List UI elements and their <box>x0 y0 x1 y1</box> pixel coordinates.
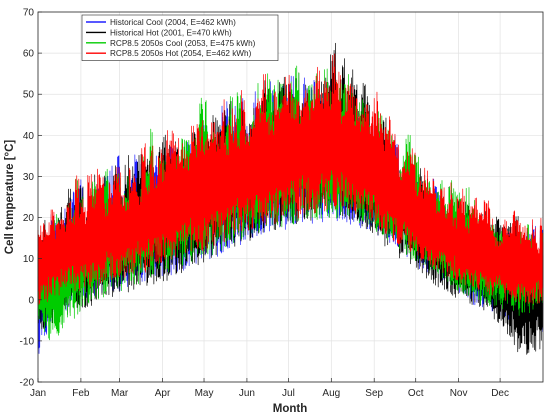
legend-entry: RCP8.5 2050s Hot (2054, E=462 kWh) <box>110 49 252 58</box>
legend-entry: Historical Cool (2004, E=462 kWh) <box>110 18 236 27</box>
y-tick-label: 60 <box>23 49 35 60</box>
y-tick-label: 30 <box>23 172 35 183</box>
x-tick-label: Aug <box>322 388 340 399</box>
x-tick-label: Dec <box>491 388 509 399</box>
legend-box <box>81 14 279 61</box>
x-tick-label: Jun <box>239 388 255 399</box>
x-tick-label: Mar <box>111 388 129 399</box>
y-tick-label: 0 <box>28 295 34 306</box>
series-line-4 <box>37 53 544 305</box>
x-tick-label: Sep <box>365 388 383 399</box>
plot-border <box>37 11 544 383</box>
y-tick-label: -20 <box>20 378 35 389</box>
legend-entry: RCP8.5 2050s Cool (2053, E=475 kWh) <box>110 39 256 48</box>
y-axis: -20 -10 0 10 20 30 40 50 60 70 <box>20 8 42 389</box>
y-tick-label: 70 <box>23 8 35 19</box>
y-tick-label: 10 <box>23 254 35 265</box>
x-tick-label: Feb <box>72 388 90 399</box>
y-tick-label: -10 <box>20 336 35 347</box>
x-tick-label: Apr <box>155 388 171 399</box>
x-tick-label: Jan <box>30 388 46 399</box>
y-axis-label: Cell temperature [°C] <box>4 140 16 255</box>
x-tick-label: May <box>195 388 214 399</box>
x-axis: Jan Feb Mar Apr May Jun Jul Aug Sep Oct Nov Dec <box>30 378 509 399</box>
y-tick-label: 50 <box>23 90 35 101</box>
y-tick-label: 20 <box>23 213 35 224</box>
x-tick-label: Oct <box>408 388 424 399</box>
legend-entry: Historical Hot (2001, E=470 kWh) <box>110 28 232 37</box>
x-tick-label: Jul <box>282 388 295 399</box>
legend: Historical Cool (2004, E=462 kWh)Histori… <box>81 14 279 61</box>
x-tick-label: Nov <box>450 388 468 399</box>
x-axis-label: Month <box>273 403 307 415</box>
series-layer <box>37 42 544 355</box>
y-tick-label: 40 <box>23 131 35 142</box>
